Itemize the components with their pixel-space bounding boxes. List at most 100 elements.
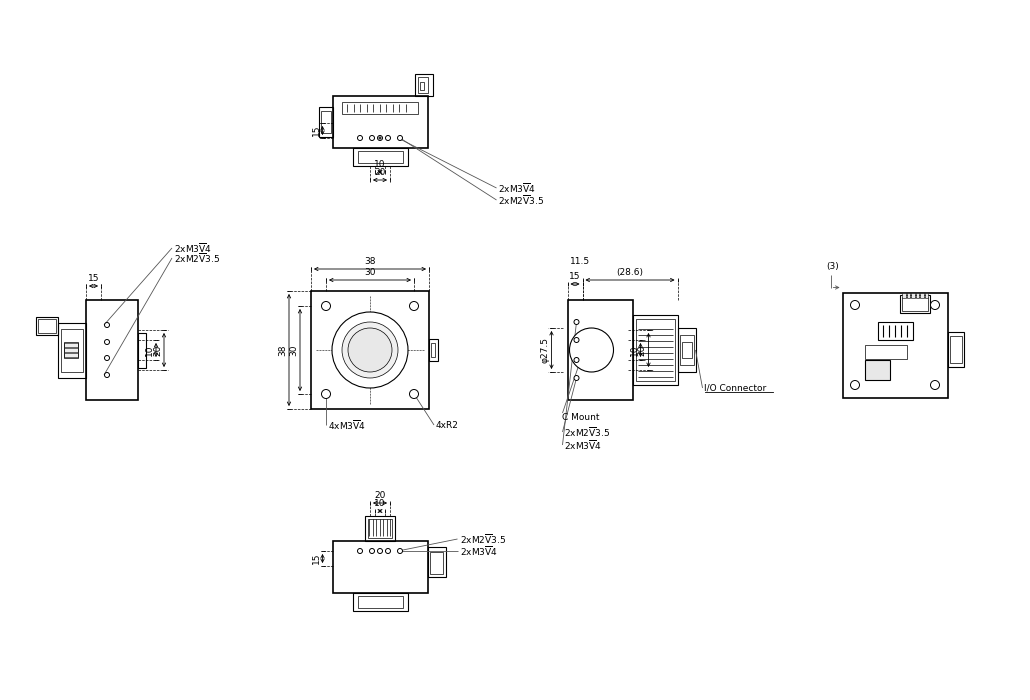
- Bar: [682, 342, 691, 358]
- Bar: [902, 297, 928, 311]
- Text: 15: 15: [88, 274, 99, 283]
- Text: 2xM2$\overline{\sf{V}}$3.5: 2xM2$\overline{\sf{V}}$3.5: [459, 532, 506, 546]
- Circle shape: [574, 337, 579, 342]
- Text: 2xM3$\overline{\sf{V}}$4: 2xM3$\overline{\sf{V}}$4: [564, 438, 603, 452]
- Bar: [568, 300, 632, 400]
- Bar: [843, 293, 948, 398]
- Bar: [320, 111, 331, 133]
- Circle shape: [930, 381, 939, 389]
- Circle shape: [370, 549, 375, 554]
- Circle shape: [851, 381, 859, 389]
- Bar: [865, 360, 890, 380]
- Text: 38: 38: [278, 344, 287, 356]
- Bar: [430, 339, 438, 361]
- Text: 2xM2$\overline{\sf{V}}$3.5: 2xM2$\overline{\sf{V}}$3.5: [499, 193, 545, 207]
- Circle shape: [410, 389, 418, 398]
- Text: 2xM3$\overline{\sf{V}}$4: 2xM3$\overline{\sf{V}}$4: [459, 544, 497, 558]
- Circle shape: [104, 372, 109, 377]
- Bar: [414, 74, 433, 96]
- Bar: [342, 102, 418, 114]
- Bar: [365, 516, 394, 541]
- Bar: [58, 323, 85, 377]
- Circle shape: [104, 340, 109, 344]
- Bar: [64, 348, 78, 352]
- Circle shape: [348, 328, 392, 372]
- Bar: [950, 336, 961, 363]
- Circle shape: [398, 549, 403, 554]
- Bar: [64, 342, 78, 358]
- Circle shape: [410, 302, 418, 311]
- Bar: [902, 293, 905, 297]
- Text: 10: 10: [374, 499, 386, 508]
- Text: (28.6): (28.6): [617, 268, 644, 277]
- Bar: [333, 541, 427, 593]
- Circle shape: [321, 302, 331, 311]
- Bar: [911, 293, 915, 297]
- Bar: [318, 107, 333, 137]
- Circle shape: [342, 322, 398, 378]
- Text: 30: 30: [365, 268, 376, 277]
- Text: 10: 10: [629, 344, 639, 356]
- Bar: [138, 332, 146, 368]
- Bar: [680, 335, 693, 365]
- Bar: [360, 341, 379, 359]
- Bar: [431, 343, 435, 357]
- Circle shape: [574, 375, 579, 381]
- Bar: [417, 77, 427, 93]
- Bar: [878, 322, 913, 340]
- Bar: [632, 315, 678, 385]
- Text: 2xM3$\overline{\sf{V}}$4: 2xM3$\overline{\sf{V}}$4: [174, 241, 212, 255]
- Bar: [311, 291, 430, 409]
- Bar: [64, 353, 78, 357]
- Bar: [948, 332, 963, 367]
- Text: C Mount: C Mount: [562, 414, 600, 423]
- Bar: [352, 593, 408, 611]
- Text: φ27.5: φ27.5: [541, 337, 549, 363]
- Circle shape: [574, 358, 579, 363]
- Text: 15: 15: [311, 125, 320, 136]
- Bar: [920, 293, 924, 297]
- Bar: [333, 96, 427, 148]
- Circle shape: [385, 549, 390, 554]
- Bar: [636, 319, 675, 381]
- Circle shape: [930, 300, 939, 309]
- Circle shape: [378, 549, 382, 554]
- Text: 15: 15: [311, 553, 320, 564]
- Text: 20: 20: [374, 491, 385, 500]
- Bar: [678, 328, 695, 372]
- Bar: [357, 596, 403, 608]
- Circle shape: [357, 549, 363, 554]
- Bar: [85, 300, 138, 400]
- Circle shape: [357, 136, 363, 141]
- Bar: [368, 519, 392, 538]
- Circle shape: [378, 136, 382, 141]
- Text: 30: 30: [289, 344, 298, 356]
- Text: 38: 38: [365, 257, 376, 266]
- Bar: [430, 552, 443, 574]
- Text: (3): (3): [826, 262, 838, 270]
- Text: 2xM3$\overline{\sf{V}}$4: 2xM3$\overline{\sf{V}}$4: [499, 181, 537, 195]
- Bar: [900, 295, 930, 312]
- Text: 4xR2: 4xR2: [436, 421, 459, 430]
- Circle shape: [570, 328, 614, 372]
- Circle shape: [370, 136, 375, 141]
- Text: 11.5: 11.5: [570, 258, 589, 267]
- Circle shape: [851, 300, 859, 309]
- Bar: [427, 547, 446, 577]
- Circle shape: [321, 389, 331, 398]
- Circle shape: [385, 136, 390, 141]
- Circle shape: [104, 356, 109, 360]
- Bar: [352, 148, 408, 166]
- Circle shape: [332, 312, 408, 388]
- Text: I/O Connector: I/O Connector: [705, 384, 766, 393]
- Circle shape: [104, 323, 109, 328]
- Text: 10: 10: [374, 160, 386, 169]
- Circle shape: [574, 319, 579, 325]
- Text: 20: 20: [638, 344, 647, 356]
- Bar: [64, 343, 78, 347]
- Text: 2xM2$\overline{\sf{V}}$3.5: 2xM2$\overline{\sf{V}}$3.5: [564, 425, 611, 439]
- Text: 2xM2$\overline{\sf{V}}$3.5: 2xM2$\overline{\sf{V}}$3.5: [174, 251, 220, 265]
- Bar: [38, 319, 56, 333]
- Bar: [36, 317, 58, 335]
- Text: 15: 15: [570, 272, 581, 281]
